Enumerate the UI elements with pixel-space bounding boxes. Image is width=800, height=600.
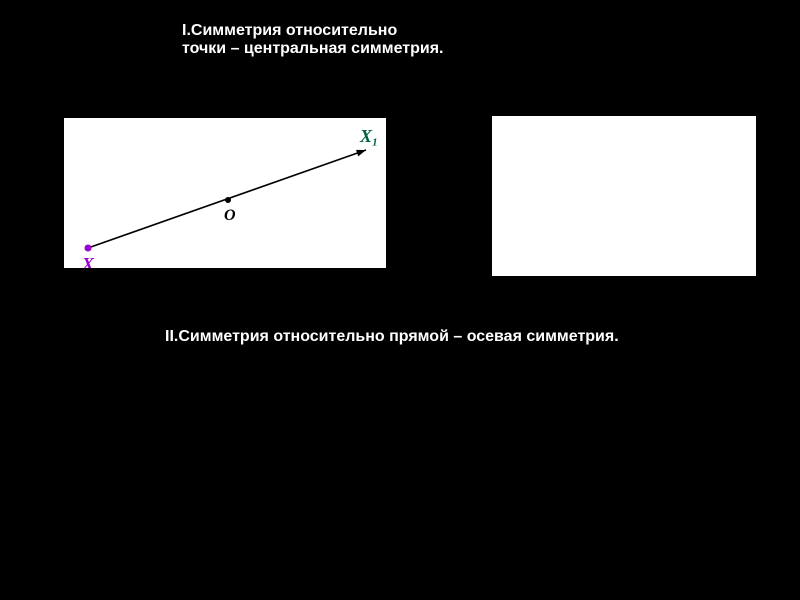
diagram-central-polygon bbox=[492, 116, 756, 276]
svg-text:X: X bbox=[81, 254, 95, 268]
section-1-title: I.Симметрия относительно точки – централ… bbox=[182, 22, 444, 58]
svg-text:O: O bbox=[224, 207, 236, 224]
diagram-central-point: X O X₁ bbox=[64, 118, 386, 268]
svg-text:X₁: X₁ bbox=[359, 126, 378, 146]
section-2-title: II.Симметрия относительно прямой – осева… bbox=[165, 328, 619, 346]
